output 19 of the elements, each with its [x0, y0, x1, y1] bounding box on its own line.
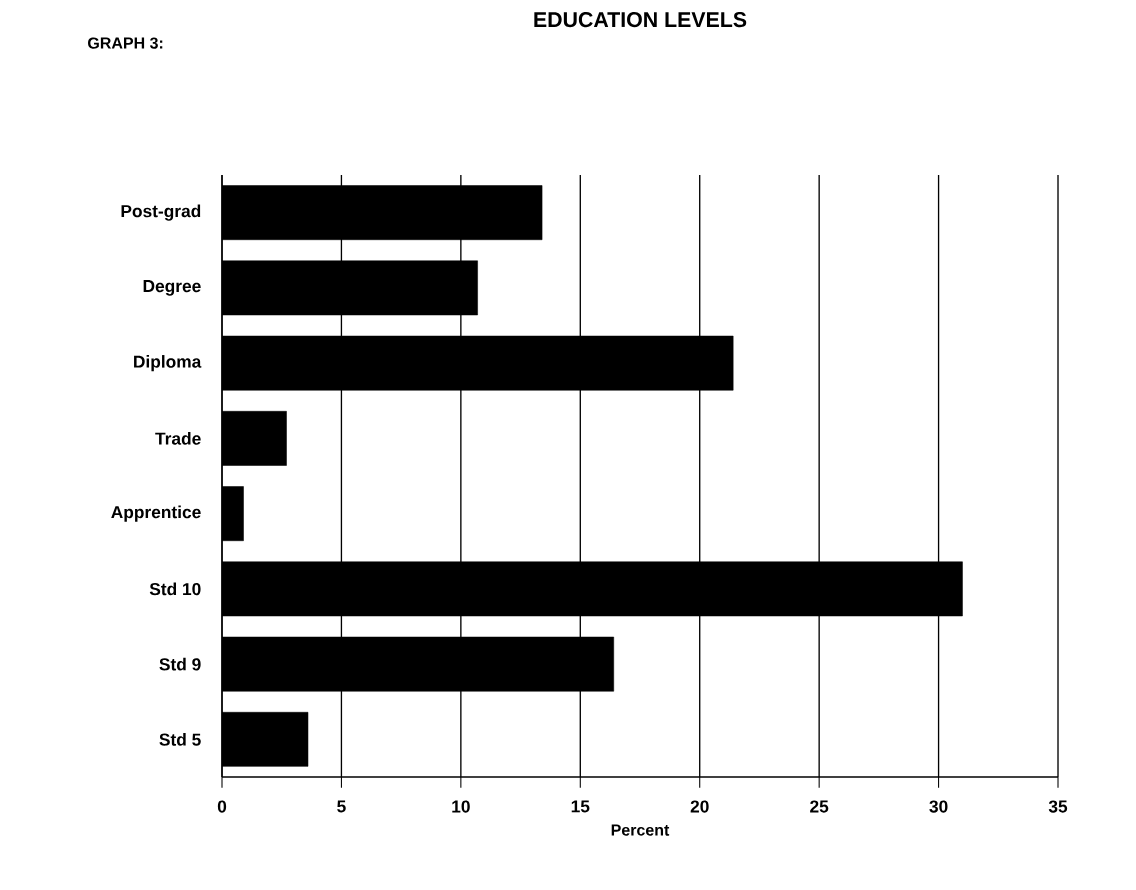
x-axis-title: Percent [611, 824, 670, 836]
y-tick-label: Std 10 [149, 582, 201, 596]
y-tick-label: Trade [155, 432, 201, 445]
x-tick-label: 15 [571, 800, 590, 813]
y-tick-label: Diploma [134, 355, 202, 372]
y-tick-label: Degree [143, 280, 201, 296]
x-tick-label: 0 [217, 800, 227, 813]
x-tick-label: 25 [810, 800, 829, 813]
x-tick-label: 20 [690, 800, 709, 813]
x-tick-label: 35 [1048, 800, 1068, 813]
y-tick-label: Apprentice [111, 505, 201, 522]
y-tick-label: Std 9 [159, 657, 201, 671]
x-tick-label: 30 [929, 800, 948, 813]
y-tick-label: Std 5 [159, 733, 201, 746]
x-tick-label: 5 [337, 800, 346, 813]
y-tick-label: Post-grad [121, 204, 201, 221]
x-tick-label: 10 [452, 800, 470, 813]
chart-title: EDUCATION LEVELS [534, 12, 747, 28]
caption: GRAPH 3: [88, 37, 163, 49]
